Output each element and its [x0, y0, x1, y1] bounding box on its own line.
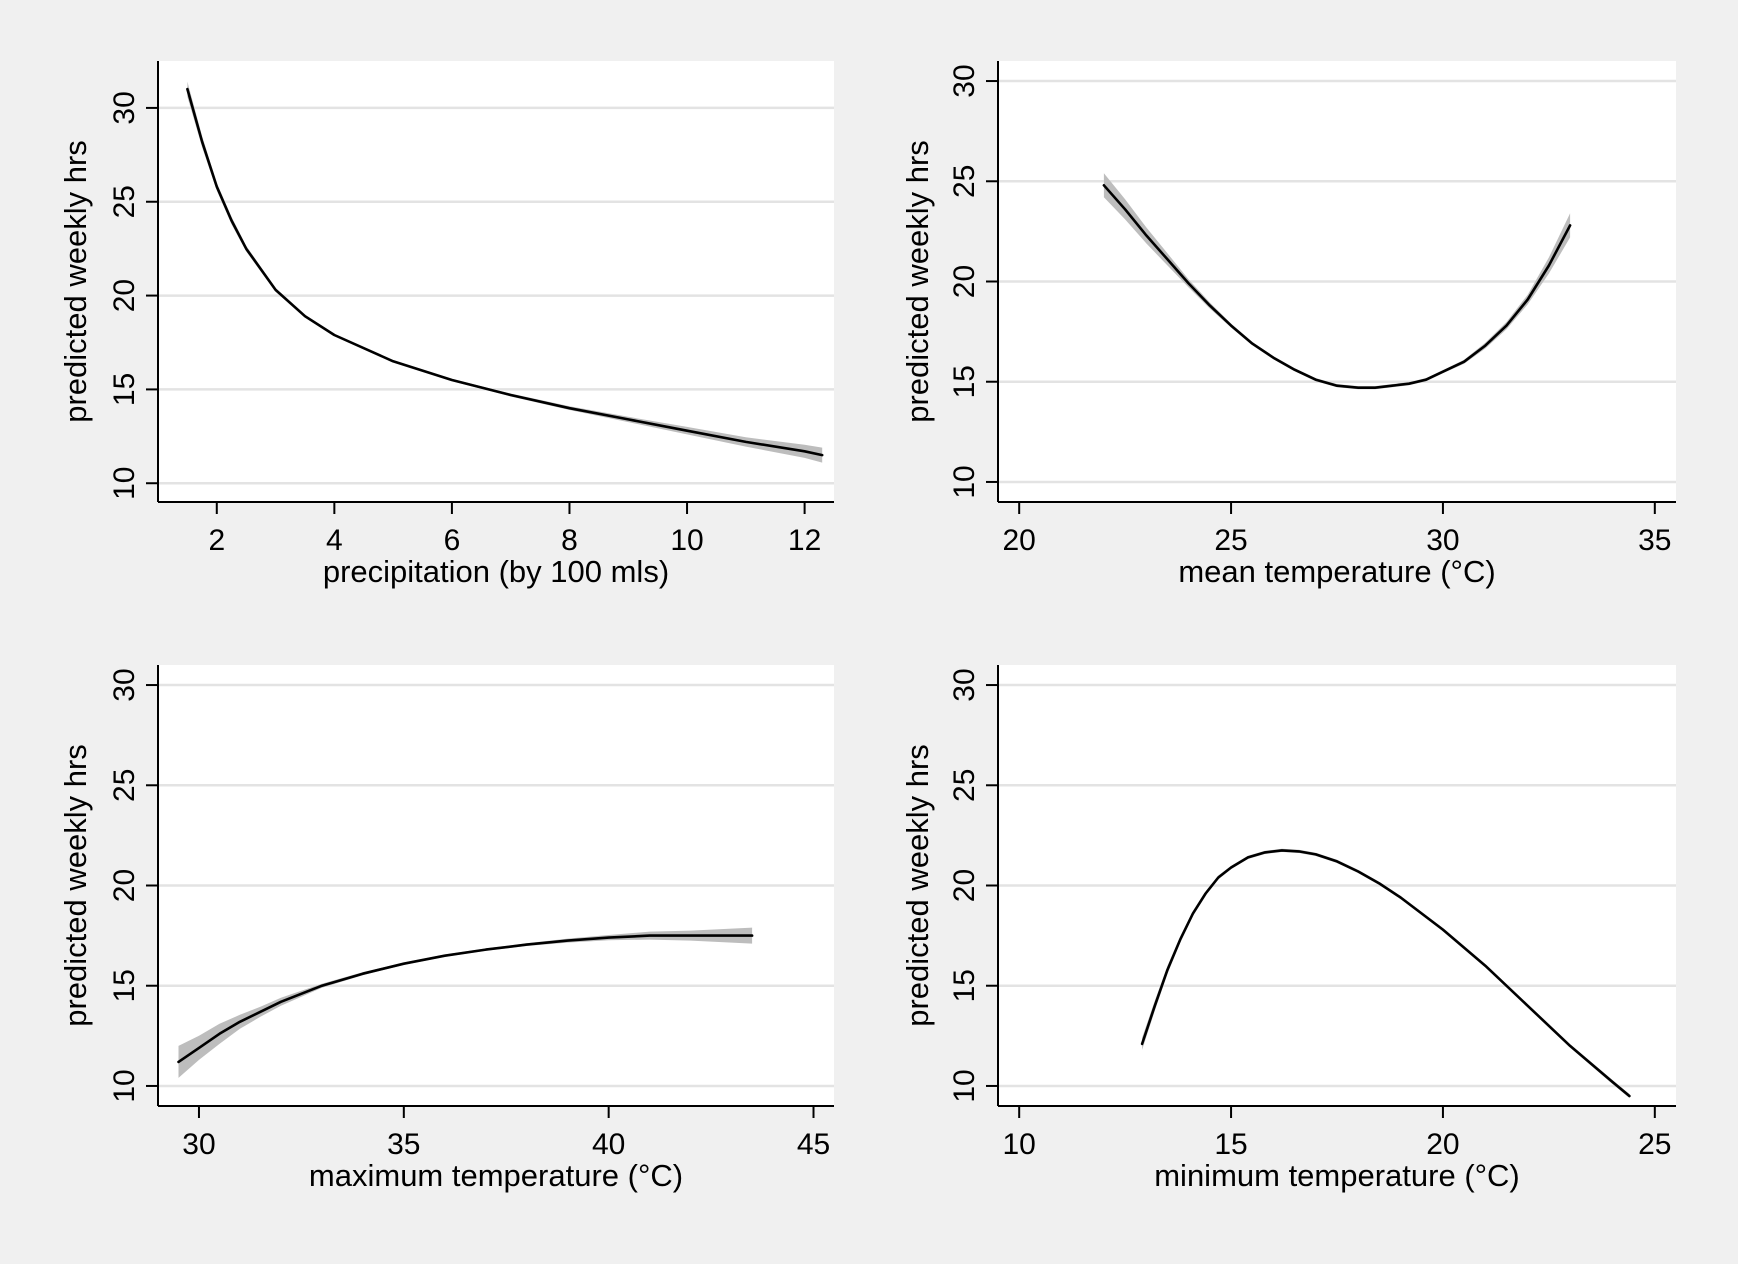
panel-1-fitted-line — [186, 87, 824, 457]
panel-1-y-tick-label-5: 30 — [108, 91, 141, 124]
panel-2-y-tick-label-3: 20 — [948, 265, 981, 298]
panel-1-x-axis-title: precipitation (by 100 mls) — [323, 554, 669, 589]
panel-4-x-tick-label-2: 15 — [1214, 1128, 1247, 1161]
panel-1-y-tick-label-4: 25 — [108, 185, 141, 218]
panel-3-y-tick-label-2: 15 — [108, 969, 141, 1002]
panel-2-y-tick-label-2: 15 — [948, 365, 981, 398]
panel-2-y-tick-label-5: 30 — [948, 64, 981, 97]
panel-4-x-axis-title: minimum temperature (°C) — [1154, 1158, 1520, 1193]
panel-4-y-tick-label-5: 30 — [948, 668, 981, 701]
panel-4-x-tick-label-1: 10 — [1003, 1128, 1036, 1161]
panel-4-y-axis-title: predicted weekly hrs — [900, 744, 935, 1027]
panel-3-fitted-line — [177, 934, 754, 1064]
panel-1-x-tick-label-6: 12 — [788, 524, 821, 557]
panel-3-x-tick-label-2: 35 — [387, 1128, 420, 1161]
panel-4-y-tick-label-2: 15 — [948, 969, 981, 1002]
panel-2-y-tick-label-4: 25 — [948, 165, 981, 198]
panel-2-x-tick-label-3: 30 — [1426, 524, 1459, 557]
panel-3: 30 35 40 45 10 15 20 25 30 maximum temperature (°… — [58, 665, 834, 1193]
panel-3-y-tick-label-1: 10 — [108, 1069, 141, 1102]
panel-4-y-tick-label-4: 25 — [948, 769, 981, 802]
panel-3-x-tick-label-3: 40 — [592, 1128, 625, 1161]
panel-1-x-tick-label-4: 8 — [561, 524, 578, 557]
panel-1-y-axis-title: predicted weekly hrs — [58, 140, 93, 423]
panel-4-fitted-line — [1140, 849, 1631, 1098]
panel-3-y-tick-label-4: 25 — [108, 769, 141, 802]
panel-4-x-tick-label-4: 25 — [1638, 1128, 1671, 1161]
panel-3-y-tick-label-3: 20 — [108, 869, 141, 902]
chart-panels: 2 4 6 8 10 12 10 15 20 25 30 precipitation (by 100 … — [58, 61, 1676, 1193]
panel-3-x-tick-label-1: 30 — [182, 1128, 215, 1161]
panel-4-x-tick-label-3: 20 — [1426, 1128, 1459, 1161]
panel-4-y-tick-label-1: 10 — [948, 1069, 981, 1102]
panel-2-x-tick-label-4: 35 — [1638, 524, 1671, 557]
panel-3-y-tick-label-5: 30 — [108, 668, 141, 701]
panel-2-x-axis-title: mean temperature (°C) — [1178, 554, 1495, 589]
panel-3-y-axis-title: predicted weekly hrs — [58, 744, 93, 1027]
panel-1-x-tick-label-5: 10 — [670, 524, 703, 557]
panel-1-x-tick-label-2: 4 — [326, 524, 343, 557]
panel-2-y-axis-title: predicted weekly hrs — [900, 140, 935, 423]
panel-3-x-axis-title: maximum temperature (°C) — [309, 1158, 683, 1193]
panel-4-y-tick-label-3: 20 — [948, 869, 981, 902]
panel-3-x-tick-label-4: 45 — [797, 1128, 830, 1161]
panel-1-y-tick-label-2: 15 — [108, 373, 141, 406]
panel-1-x-tick-label-1: 2 — [208, 524, 225, 557]
panel-1-y-tick-label-1: 10 — [108, 467, 141, 500]
panel-2-x-tick-label-2: 25 — [1214, 524, 1247, 557]
panel-1-y-tick-label-3: 20 — [108, 279, 141, 312]
panel-1: 2 4 6 8 10 12 10 15 20 25 30 precipitation (by 100 … — [58, 61, 834, 589]
panel-2-fitted-line — [1102, 184, 1572, 390]
panel-2-x-tick-label-1: 20 — [1003, 524, 1036, 557]
panel-4: 10 15 20 25 10 15 20 25 30 minimum temperature (°… — [900, 665, 1676, 1193]
panel-1-x-tick-label-3: 6 — [444, 524, 461, 557]
panel-2-y-tick-label-1: 10 — [948, 465, 981, 498]
